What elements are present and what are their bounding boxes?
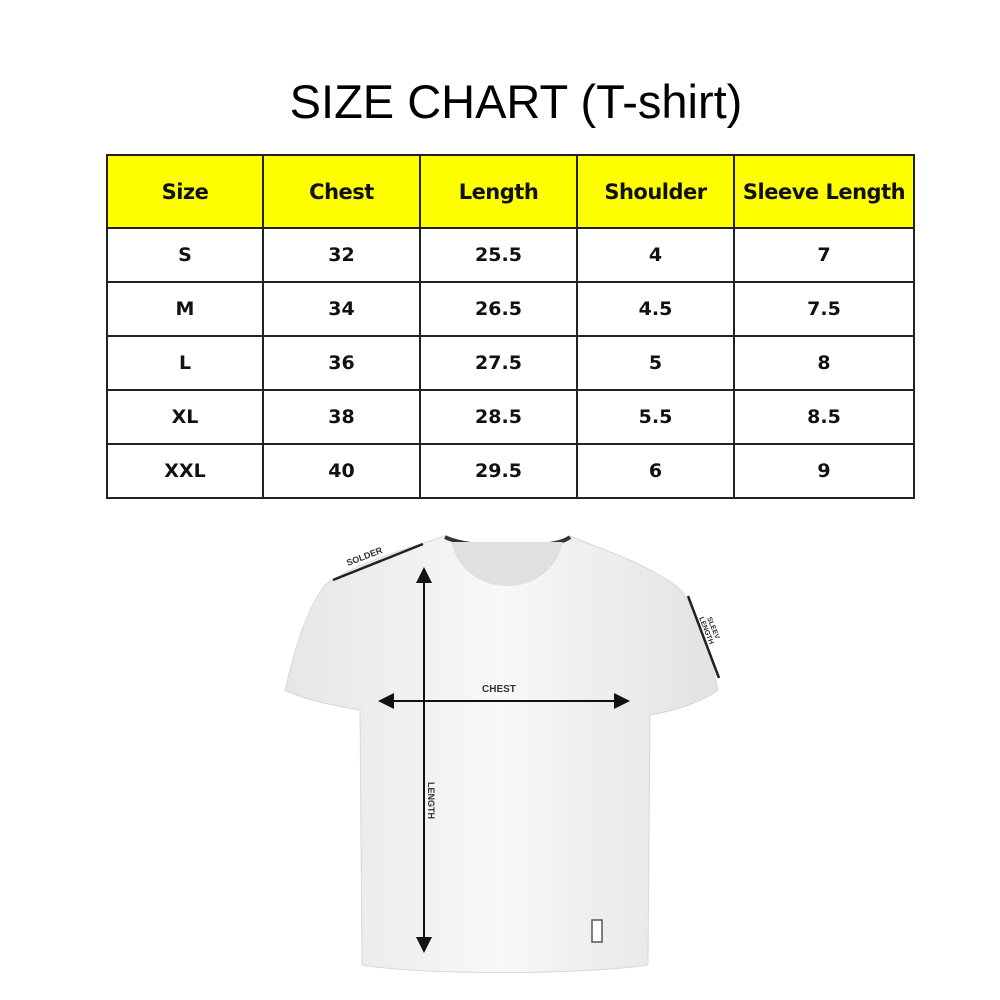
chest-label: CHEST	[482, 684, 516, 695]
size-table: Size Chest Length Shoulder Sleeve Length S 32…	[106, 154, 915, 499]
table-cell: XXL	[106, 443, 264, 499]
table-row: S 32 25.5 4 7	[106, 227, 915, 283]
table-cell: 7	[733, 227, 915, 283]
table-cell: 34	[262, 281, 421, 337]
table-cell: 38	[262, 389, 421, 445]
table-header-row: Size Chest Length Shoulder Sleeve Length	[106, 154, 915, 229]
column-header: Shoulder	[576, 154, 735, 229]
table-cell: 8.5	[733, 389, 915, 445]
table-cell: 25.5	[419, 227, 578, 283]
tshirt-shape	[284, 535, 719, 973]
column-header: Length	[419, 154, 578, 229]
table-cell: 5.5	[576, 389, 735, 445]
table-cell: 29.5	[419, 443, 578, 499]
table-cell: XL	[106, 389, 264, 445]
table-cell: 27.5	[419, 335, 578, 391]
column-header: Sleeve Length	[733, 154, 915, 229]
brand-tag-icon	[591, 919, 603, 943]
table-cell: 5	[576, 335, 735, 391]
table-body: S 32 25.5 4 7 M 34 26.5 4.5 7.5 L 36 27.5 5 8 XL 38 28.5 5…	[106, 227, 915, 499]
table-cell: M	[106, 281, 264, 337]
page-title: SIZE CHART (T-shirt)	[289, 75, 743, 128]
table-row: XL 38 28.5 5.5 8.5	[106, 389, 915, 445]
table-row: XXL 40 29.5 6 9	[106, 443, 915, 499]
table-row: M 34 26.5 4.5 7.5	[106, 281, 915, 337]
tshirt-diagram: SOLDER SLEEV LENGTH CHEST LENGTH	[284, 535, 721, 973]
table-cell: S	[106, 227, 264, 283]
column-header: Size	[106, 154, 264, 229]
table-cell: 7.5	[733, 281, 915, 337]
table-cell: 32	[262, 227, 421, 283]
table-cell: 4.5	[576, 281, 735, 337]
table-cell: L	[106, 335, 264, 391]
shoulder-measure	[332, 542, 424, 582]
length-label: LENGTH	[426, 782, 436, 819]
table-cell: 4	[576, 227, 735, 283]
table-cell: 26.5	[419, 281, 578, 337]
table-cell: 8	[733, 335, 915, 391]
table-cell: 28.5	[419, 389, 578, 445]
table-cell: 6	[576, 443, 735, 499]
table-cell: 40	[262, 443, 421, 499]
sleeve-measure	[686, 595, 721, 679]
table-cell: 9	[733, 443, 915, 499]
column-header: Chest	[262, 154, 421, 229]
table-row: L 36 27.5 5 8	[106, 335, 915, 391]
table-cell: 36	[262, 335, 421, 391]
